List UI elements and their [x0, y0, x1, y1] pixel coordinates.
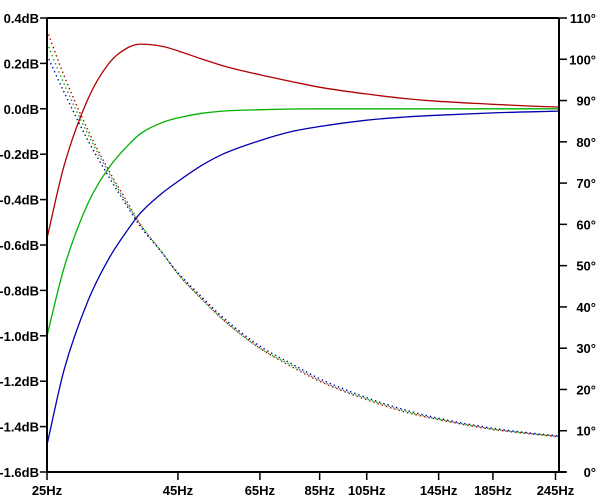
y-tick-label: 0.2dB	[4, 56, 39, 71]
y2-tick-label: 90°	[576, 94, 596, 109]
y-tick-label: 0.0dB	[4, 102, 39, 117]
bottom-axis: 25Hz 45Hz 65Hz 85Hz 105Hz 145Hz 185Hz 245Hz	[32, 471, 575, 498]
y2-tick-label: 0°	[584, 465, 596, 480]
y2-tick-label: 50°	[576, 259, 596, 274]
right-axis: 110° 100° 90° 80° 70° 60° 50° 40° 30° 20° 10° 0°	[558, 11, 596, 480]
phase-red-curve	[46, 30, 561, 438]
curves	[46, 30, 561, 445]
y2-tick-label: 60°	[576, 217, 596, 232]
y-tick-label: -0.4dB	[0, 193, 39, 208]
y2-tick-label: 110°	[570, 11, 596, 26]
phase-green-curve	[46, 42, 561, 438]
x-tick-label: 245Hz	[537, 483, 575, 498]
y2-tick-label: 80°	[576, 135, 596, 150]
x-tick-label: 85Hz	[304, 483, 335, 498]
y-tick-label: -1.4dB	[0, 420, 39, 435]
y-tick-label: 0.4dB	[4, 11, 39, 26]
right-axis-ticks: 110° 100° 90° 80° 70° 60° 50° 40° 30° 20° 10° 0°	[559, 11, 596, 480]
y2-tick-label: 100°	[569, 52, 596, 67]
left-axis-ticks: 0.4dB 0.2dB 0.0dB -0.2dB -0.4dB -0.6dB -0.8dB -…	[0, 11, 47, 480]
bottom-axis-ticks: 25Hz 45Hz 65Hz 85Hz 105Hz 145Hz 185Hz 245Hz	[32, 472, 575, 498]
y2-tick-label: 70°	[576, 176, 596, 191]
x-tick-label: 45Hz	[163, 483, 194, 498]
y2-tick-label: 20°	[576, 382, 596, 397]
x-tick-label: 65Hz	[245, 483, 276, 498]
y-tick-label: -1.6dB	[0, 465, 39, 480]
x-tick-label: 25Hz	[32, 483, 63, 498]
plot-area	[46, 30, 561, 445]
y-tick-label: -0.8dB	[0, 283, 39, 298]
magnitude-blue-curve	[46, 110, 561, 445]
magnitude-green-curve	[46, 108, 560, 336]
y2-tick-label: 30°	[576, 341, 596, 356]
left-axis: 0.4dB 0.2dB 0.0dB -0.2dB -0.4dB -0.6dB -0.8dB -…	[0, 11, 48, 480]
y2-tick-label: 40°	[576, 300, 596, 315]
y-tick-label: -1.0dB	[0, 329, 39, 344]
magnitude-red-curve	[46, 43, 561, 239]
y2-tick-label: 10°	[576, 424, 596, 439]
y-tick-label: -0.2dB	[0, 147, 39, 162]
x-tick-label: 105Hz	[348, 483, 386, 498]
phase-blue-curve	[46, 54, 561, 437]
x-tick-label: 145Hz	[420, 483, 458, 498]
x-tick-label: 185Hz	[474, 483, 512, 498]
y-tick-label: -0.6dB	[0, 238, 39, 253]
y-tick-label: -1.2dB	[0, 374, 39, 389]
